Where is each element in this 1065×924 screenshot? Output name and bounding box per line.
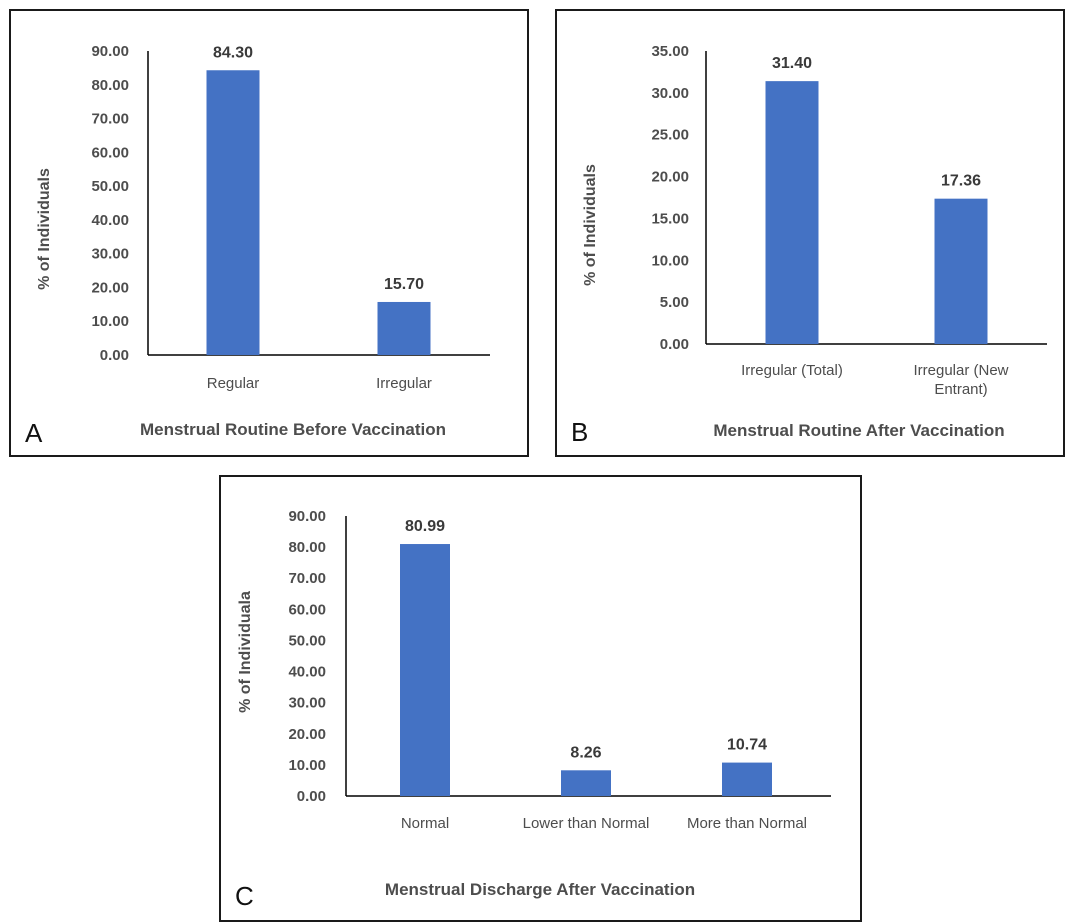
data-label-b-1: 17.36	[941, 173, 981, 190]
y-axis-title-b: % of Individuals	[582, 164, 599, 286]
y-tick-label-b-7: 35.00	[651, 43, 689, 60]
y-tick-label-c-0: 0.00	[297, 788, 326, 805]
bar-c-1	[561, 770, 611, 796]
bar-a-1	[377, 301, 431, 355]
chart-panel-a: 0.00 10.00 20.00 30.00 40.00 50.00 60.00 70.00 8…	[9, 9, 529, 457]
y-tick-label-c-7: 70.00	[288, 570, 326, 587]
y-tick-label-c-9: 90.00	[288, 508, 326, 525]
y-tick-label-c-1: 10.00	[288, 757, 326, 774]
data-label-a-0: 84.30	[213, 44, 253, 61]
x-category-label-c-2: More than Normal	[687, 815, 807, 832]
chart-panel-c: 0.00 10.00 20.00 30.00 40.00 50.00 60.00 70.00 8…	[219, 475, 862, 922]
x-category-label-b-1: Irregular (New Entrant)	[913, 362, 1008, 398]
bar-c-2	[722, 762, 772, 796]
data-label-b-0: 31.40	[772, 55, 812, 72]
x-category-label-c-1: Lower than Normal	[523, 815, 650, 832]
data-label-c-2: 10.74	[727, 737, 767, 754]
y-tick-label-a-0: 0.00	[100, 347, 129, 364]
y-axis-title-c: % of Individuala	[237, 591, 254, 713]
x-category-label-b-0: Irregular (Total)	[741, 362, 843, 379]
chart-c-svg: 0.00 10.00 20.00 30.00 40.00 50.00 60.00 70.00 8…	[235, 508, 831, 911]
panel-letter-c: C	[235, 881, 254, 911]
chart-b-svg: 0.00 5.00 10.00 15.00 20.00 25.00 30.00 35.00 31…	[571, 43, 1047, 447]
y-tick-label-c-2: 20.00	[288, 726, 326, 743]
y-tick-label-c-5: 50.00	[288, 632, 326, 649]
panel-letter-b: B	[571, 417, 588, 447]
panel-letter-a: A	[25, 418, 43, 448]
y-tick-label-b-6: 30.00	[651, 85, 689, 102]
y-tick-label-c-3: 30.00	[288, 695, 326, 712]
y-tick-label-a-4: 40.00	[91, 212, 129, 229]
x-category-label-a-0: Regular	[207, 375, 260, 392]
y-tick-label-b-3: 15.00	[651, 210, 689, 227]
y-tick-label-a-9: 90.00	[91, 43, 129, 60]
y-tick-label-c-8: 80.00	[288, 539, 326, 556]
y-tick-label-c-6: 60.00	[288, 601, 326, 618]
y-axis-title-a: % of Individuals	[36, 168, 53, 290]
bar-a-0	[206, 70, 260, 356]
y-tick-label-a-8: 80.00	[91, 77, 129, 94]
y-tick-label-c-4: 40.00	[288, 664, 326, 681]
y-tick-label-b-0: 0.00	[660, 336, 689, 353]
y-tick-label-a-6: 60.00	[91, 144, 129, 161]
y-tick-label-b-1: 5.00	[660, 294, 689, 311]
y-tick-label-a-7: 70.00	[91, 111, 129, 128]
bar-b-1	[934, 198, 988, 344]
bar-c-0	[400, 544, 450, 796]
y-tick-label-a-3: 30.00	[91, 246, 129, 263]
y-tick-label-b-2: 10.00	[651, 252, 689, 269]
data-label-c-1: 8.26	[570, 744, 601, 761]
data-label-c-0: 80.99	[405, 518, 445, 535]
y-tick-label-b-5: 25.00	[651, 127, 689, 144]
x-axis-title-c: Menstrual Discharge After Vaccination	[385, 880, 695, 899]
y-tick-label-a-2: 20.00	[91, 279, 129, 296]
x-category-label-a-1: Irregular	[376, 375, 432, 392]
data-label-a-1: 15.70	[384, 276, 424, 293]
bar-b-0	[765, 81, 819, 344]
y-tick-label-b-4: 20.00	[651, 169, 689, 186]
x-axis-title-a: Menstrual Routine Before Vaccination	[140, 420, 446, 439]
y-tick-label-a-5: 50.00	[91, 178, 129, 195]
x-category-label-c-0: Normal	[401, 815, 449, 832]
chart-a-svg: 0.00 10.00 20.00 30.00 40.00 50.00 60.00 70.00 8…	[25, 43, 490, 448]
chart-panel-b: 0.00 5.00 10.00 15.00 20.00 25.00 30.00 35.00 31…	[555, 9, 1065, 457]
x-axis-title-b: Menstrual Routine After Vaccination	[713, 421, 1004, 440]
y-tick-label-a-1: 10.00	[91, 313, 129, 330]
